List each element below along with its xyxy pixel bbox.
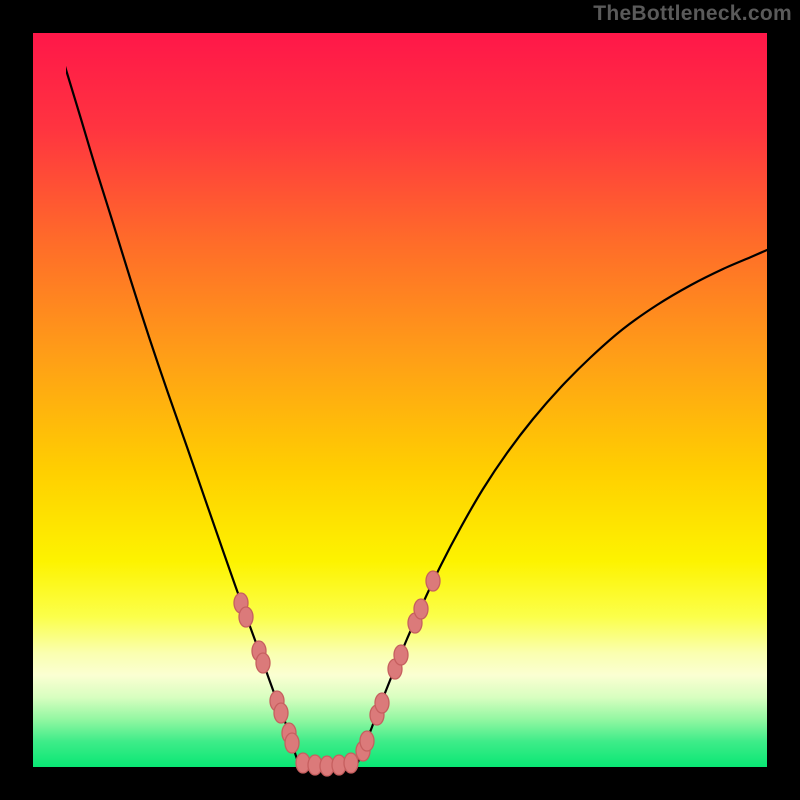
marker-left	[256, 653, 270, 673]
marker-right	[426, 571, 440, 591]
marker-left	[274, 703, 288, 723]
chart-svg	[0, 0, 800, 800]
marker-right	[414, 599, 428, 619]
marker-valley	[344, 753, 358, 773]
marker-left	[239, 607, 253, 627]
marker-left	[285, 733, 299, 753]
chart-stage: TheBottleneck.com	[0, 0, 800, 800]
marker-right	[375, 693, 389, 713]
marker-right	[394, 645, 408, 665]
marker-right	[360, 731, 374, 751]
